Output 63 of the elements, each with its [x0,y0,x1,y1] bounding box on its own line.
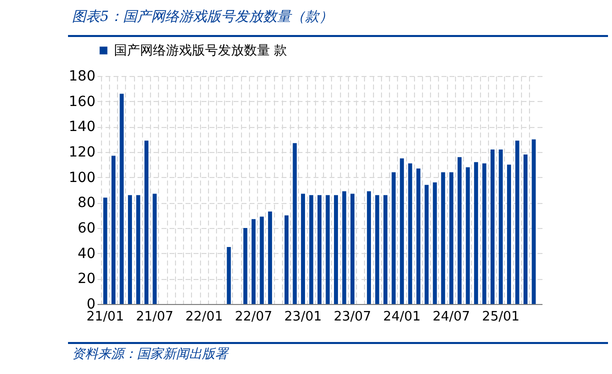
bar [292,143,297,304]
x-tick-label: 23/01 [284,310,322,324]
bar [532,139,536,304]
bar [366,191,371,304]
bar [466,167,470,304]
bar [260,216,264,304]
bar [383,195,388,304]
bar [400,158,404,304]
bar [301,194,306,304]
x-tick-label: 21/01 [86,310,124,324]
chart-title: 图表5：国产网络游戏版号发放数量（款） [72,8,333,26]
legend-label: 国产网络游戏版号发放数量 款 [114,44,288,58]
bar [416,168,420,304]
bar [309,195,314,304]
y-tick-label: 80 [78,195,96,212]
text: 资料来源：国家新闻出版署 [72,346,228,363]
bar [136,195,140,304]
y-tick-label: 120 [68,144,96,160]
bar [375,195,380,304]
bar [268,212,272,304]
y-tick-label: 60 [78,220,96,236]
bar [524,154,528,304]
bar [326,195,330,304]
bar [424,184,429,304]
bar [441,172,446,304]
x-tick-label: 25/01 [482,310,520,324]
bar [449,172,454,304]
bar [392,172,396,304]
y-tick-label: 20 [78,271,96,288]
bar [498,149,503,304]
bar [144,140,148,304]
bar [128,195,132,304]
bar [408,163,412,304]
bar [482,163,486,304]
bar [111,156,116,304]
bar [515,140,520,304]
bar [432,182,437,304]
y-tick-label: 100 [68,170,96,186]
bar [226,247,231,304]
y-tick-label: 40 [78,246,96,262]
bar [474,162,478,304]
x-tick-label: 24/01 [383,310,421,324]
x-tick-label: 22/07 [234,310,272,324]
bar [507,164,512,304]
bar [458,157,462,304]
bar [342,191,346,304]
bar [350,194,354,304]
x-tick-label: 22/01 [185,310,223,324]
bar [284,215,289,304]
bar [243,228,248,304]
y-tick-label: 140 [68,119,96,136]
bar [334,195,338,304]
bar [152,194,157,304]
bar [120,94,124,304]
bar [252,219,256,304]
bar [490,149,495,304]
y-tick-label: 160 [68,94,96,110]
x-tick-label: 24/07 [432,310,470,324]
bar [318,195,322,304]
bar [103,198,108,304]
x-tick-label: 23/07 [334,310,372,324]
x-tick-label: 21/07 [136,310,174,324]
y-tick-label: 180 [68,68,96,84]
